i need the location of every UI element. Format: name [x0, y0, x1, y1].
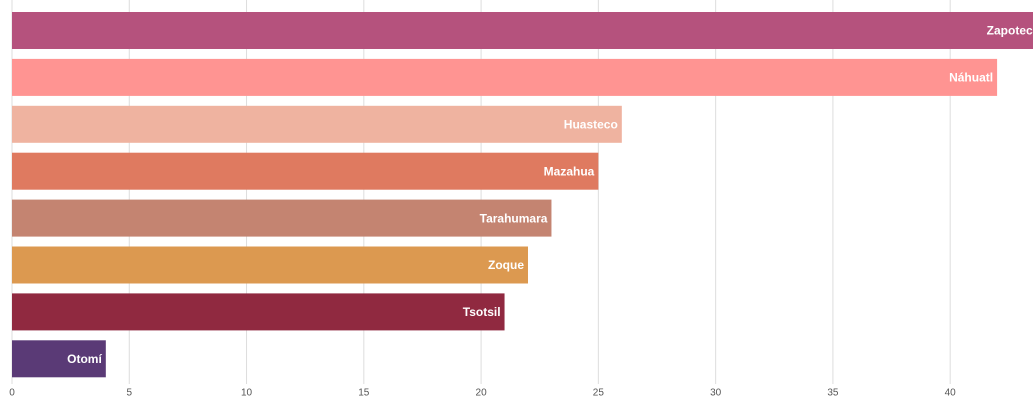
bar-tarahumara	[12, 199, 552, 237]
bar-otomi	[12, 340, 106, 378]
bar-labels: Zapoteco Náhuatl Huasteco Mazahua Tarahumara…	[67, 24, 1033, 366]
bar-nahuatl	[12, 58, 998, 96]
bar-huasteco	[12, 105, 622, 143]
bar-mazahua	[12, 152, 599, 190]
bar-label: Mazahua	[544, 164, 595, 178]
x-tick-label: 35	[827, 388, 839, 399]
bar-label: Tsotsil	[463, 305, 501, 319]
x-tick-label: 10	[241, 388, 253, 399]
bar-label: Zoque	[488, 258, 524, 272]
bar-tsotsil	[12, 293, 505, 331]
x-tick-label: 5	[126, 388, 132, 399]
x-tick-label: 0	[9, 388, 15, 399]
x-tick-label: 20	[476, 388, 488, 399]
x-axis-ticks: 0 5 10 15 20 25 30 35 40	[9, 388, 956, 399]
bar-label: Zapoteco	[987, 24, 1033, 38]
bar-label: Otomí	[67, 352, 102, 366]
x-tick-label: 40	[945, 388, 957, 399]
bar-label: Náhuatl	[949, 71, 993, 85]
bars	[12, 12, 1033, 378]
bar-zoque	[12, 246, 528, 284]
x-tick-label: 15	[358, 388, 370, 399]
bar-zapoteco	[12, 12, 1033, 49]
x-tick-label: 25	[593, 388, 605, 399]
x-tick-label: 30	[710, 388, 722, 399]
bar-label: Huasteco	[564, 117, 618, 131]
bar-label: Tarahumara	[480, 211, 548, 225]
